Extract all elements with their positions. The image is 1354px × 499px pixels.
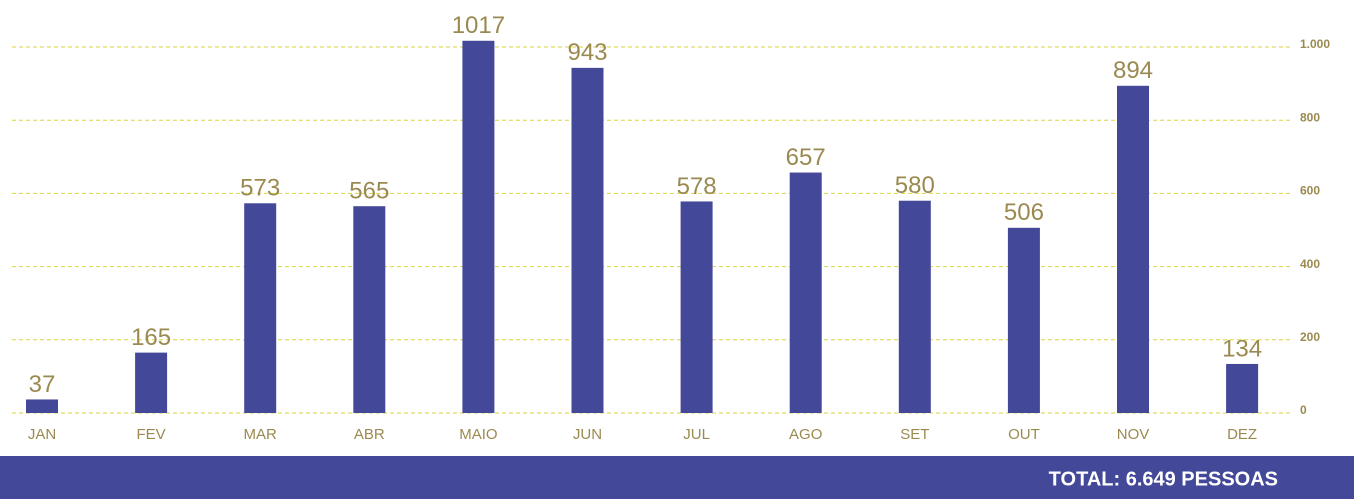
bar [1117, 85, 1149, 414]
bar [1007, 227, 1040, 413]
x-tick-label: DEZ [1227, 426, 1257, 443]
bar [789, 172, 822, 413]
bar [26, 399, 58, 413]
x-tick-label: FEV [137, 426, 166, 443]
bar [135, 352, 168, 413]
bar [462, 40, 495, 413]
value-label: 943 [567, 39, 607, 66]
x-tick-label: OUT [1008, 426, 1040, 443]
x-tick-label: MAR [244, 426, 278, 443]
value-label: 506 [1004, 199, 1044, 226]
y-tick-label: 1.000 [1300, 37, 1330, 51]
value-label: 657 [786, 144, 826, 171]
y-tick-label: 800 [1300, 110, 1320, 124]
bar [353, 206, 386, 413]
x-tick-label: ABR [354, 426, 385, 443]
value-label: 1017 [452, 12, 505, 39]
y-tick-label: 600 [1300, 184, 1320, 198]
y-tick-label: 400 [1300, 257, 1320, 271]
x-tick-label: JUL [683, 426, 710, 443]
value-label: 573 [240, 175, 280, 202]
x-tick-label: SET [900, 426, 929, 443]
y-tick-label: 200 [1300, 330, 1320, 344]
value-label: 37 [29, 371, 56, 398]
bar [244, 203, 277, 413]
value-label: 134 [1222, 335, 1262, 362]
y-tick-label: 0 [1300, 403, 1307, 417]
x-tick-label: JAN [28, 426, 56, 443]
value-label: 565 [349, 178, 389, 205]
bar [1226, 363, 1259, 413]
value-label: 578 [677, 173, 717, 200]
x-tick-label: NOV [1117, 426, 1150, 443]
x-tick-label: JUN [573, 426, 602, 443]
value-label: 580 [895, 172, 935, 199]
footer-total: TOTAL: 6.649 PESSOAS [1049, 468, 1278, 490]
footer-band [0, 456, 1354, 499]
value-label: 165 [131, 324, 171, 351]
x-tick-label: MAIO [459, 426, 497, 443]
bar [898, 200, 931, 413]
value-label: 894 [1113, 57, 1153, 84]
bar [680, 201, 713, 413]
bar [571, 67, 604, 413]
x-tick-label: AGO [789, 426, 822, 443]
